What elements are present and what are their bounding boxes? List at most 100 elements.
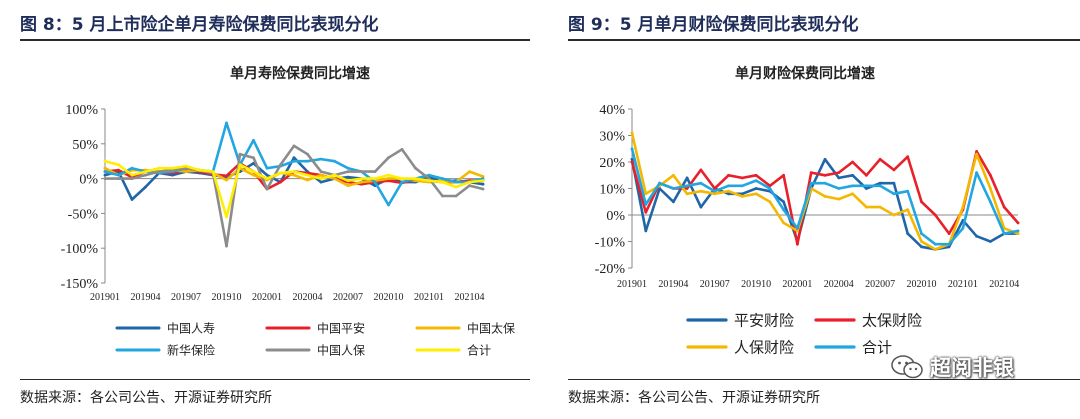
data-point-合计 xyxy=(782,208,785,212)
data-point-平安财险 xyxy=(851,173,854,177)
data-point-合计 xyxy=(920,232,923,236)
data-point-新华保险 xyxy=(130,166,134,170)
data-point-人保财险 xyxy=(837,197,841,201)
data-point-合计 xyxy=(117,163,120,167)
legend-label: 合计 xyxy=(467,343,491,358)
data-point-新华保险 xyxy=(481,177,485,181)
y-tick-label: -150% xyxy=(61,277,99,292)
data-point-新华保险 xyxy=(225,121,228,125)
data-point-合计 xyxy=(387,173,390,177)
data-point-平安财险 xyxy=(906,232,910,236)
data-point-合计 xyxy=(644,203,648,206)
data-point-平安财险 xyxy=(782,200,785,204)
y-tick-label: 30% xyxy=(599,130,625,145)
data-point-合计 xyxy=(130,173,134,177)
data-point-新华保险 xyxy=(319,157,323,161)
legend-label: 新华保险 xyxy=(167,343,215,358)
x-tick-label: 202007 xyxy=(333,292,363,303)
data-point-中国人寿 xyxy=(130,198,134,201)
data-point-平安财险 xyxy=(644,229,648,233)
data-point-新华保险 xyxy=(346,166,350,170)
data-point-新华保险 xyxy=(441,177,444,181)
data-point-人保财险 xyxy=(975,152,978,156)
data-point-人保财险 xyxy=(933,248,937,251)
data-point-合计 xyxy=(265,177,269,181)
data-point-合计 xyxy=(211,170,215,174)
data-point-太保财险 xyxy=(630,160,634,164)
data-point-中国人保 xyxy=(468,184,471,188)
data-point-合计 xyxy=(975,171,978,175)
y-tick-label: -20% xyxy=(595,262,626,277)
data-point-中国太保 xyxy=(225,178,228,182)
x-tick-label: 202104 xyxy=(989,279,1019,290)
y-tick-label: 20% xyxy=(599,156,625,171)
x-tick-label: 201904 xyxy=(658,279,688,290)
data-point-中国人保 xyxy=(157,170,161,174)
data-point-太保财险 xyxy=(865,173,868,177)
data-point-太保财险 xyxy=(685,187,689,190)
data-point-中国人保 xyxy=(144,173,147,177)
data-point-中国人保 xyxy=(454,194,458,198)
pc-premium-chart: 单月财险保费同比增速 40% 30% 20% 10% 0% -10% -20% 201901 20… xyxy=(595,65,1020,357)
legend-label: 中国平安 xyxy=(317,321,365,336)
data-point-合计 xyxy=(796,226,799,230)
data-point-新华保险 xyxy=(117,173,120,177)
data-point-中国人保 xyxy=(117,177,120,181)
legend-label: 人保财险 xyxy=(734,339,794,357)
data-point-人保财险 xyxy=(892,213,896,217)
figure-8-panel: 图 8：5 月上市险企单月寿险保费同比表现分化 数据来源：各公司公告、开源证券研… xyxy=(0,0,530,419)
data-point-平安财险 xyxy=(754,187,758,190)
legend-label: 中国人保 xyxy=(317,343,365,358)
data-point-中国太保 xyxy=(103,166,107,170)
data-point-合计 xyxy=(279,171,282,175)
data-point-太保财险 xyxy=(644,210,648,214)
data-point-太保财险 xyxy=(782,173,785,177)
data-point-人保财险 xyxy=(851,192,854,196)
x-tick-label: 201910 xyxy=(212,292,242,303)
data-point-中国人寿 xyxy=(319,180,323,184)
legend-label: 太保财险 xyxy=(862,312,922,330)
data-point-太保财险 xyxy=(1016,221,1020,225)
data-point-合计 xyxy=(809,181,813,185)
data-point-合计 xyxy=(740,184,744,188)
data-point-合计 xyxy=(933,242,937,246)
source-rule xyxy=(20,379,530,380)
data-point-中国人保 xyxy=(306,152,309,156)
data-point-平安财险 xyxy=(630,157,634,161)
data-point-太保财险 xyxy=(989,173,992,177)
data-point-合计 xyxy=(441,180,444,184)
data-point-合计 xyxy=(292,170,296,174)
data-point-合计 xyxy=(238,163,242,167)
data-point-人保财险 xyxy=(740,195,744,198)
x-tick-label: 202001 xyxy=(782,279,812,290)
data-point-新华保险 xyxy=(103,170,107,174)
data-point-人保财险 xyxy=(920,240,923,243)
x-tick-label: 202101 xyxy=(948,279,978,290)
data-point-合计 xyxy=(157,166,161,170)
data-point-合计 xyxy=(892,192,896,196)
data-point-合计 xyxy=(346,179,350,183)
y-tick-label: 100% xyxy=(65,103,98,118)
data-point-合计 xyxy=(373,177,377,181)
y-tick-label: 50% xyxy=(72,138,98,153)
data-point-人保财险 xyxy=(768,200,772,204)
data-point-太保财险 xyxy=(1002,205,1006,209)
data-point-合计 xyxy=(754,179,758,183)
y-tick-label: 0% xyxy=(606,209,625,224)
data-point-中国太保 xyxy=(306,178,309,182)
data-point-合计 xyxy=(727,184,730,188)
x-tick-label: 201901 xyxy=(617,279,647,290)
data-point-中国太保 xyxy=(184,170,188,174)
x-tick-label: 202004 xyxy=(824,279,854,290)
data-point-人保财险 xyxy=(782,221,785,225)
data-point-合计 xyxy=(468,180,471,184)
heading-rule xyxy=(568,39,1080,41)
data-point-平安财险 xyxy=(740,192,744,196)
data-point-新华保险 xyxy=(333,159,336,163)
data-point-人保财险 xyxy=(727,189,730,193)
figure-9-source: 数据来源：各公司公告、开源证券研究所 xyxy=(568,390,820,406)
x-tick-label: 202104 xyxy=(455,292,485,303)
life-premium-chart: 单月寿险保费同比增速 100% 50% 0% -50% -100% -150%201901 2… xyxy=(61,65,515,358)
data-point-合计 xyxy=(252,170,255,174)
data-point-中国平安 xyxy=(279,180,282,184)
